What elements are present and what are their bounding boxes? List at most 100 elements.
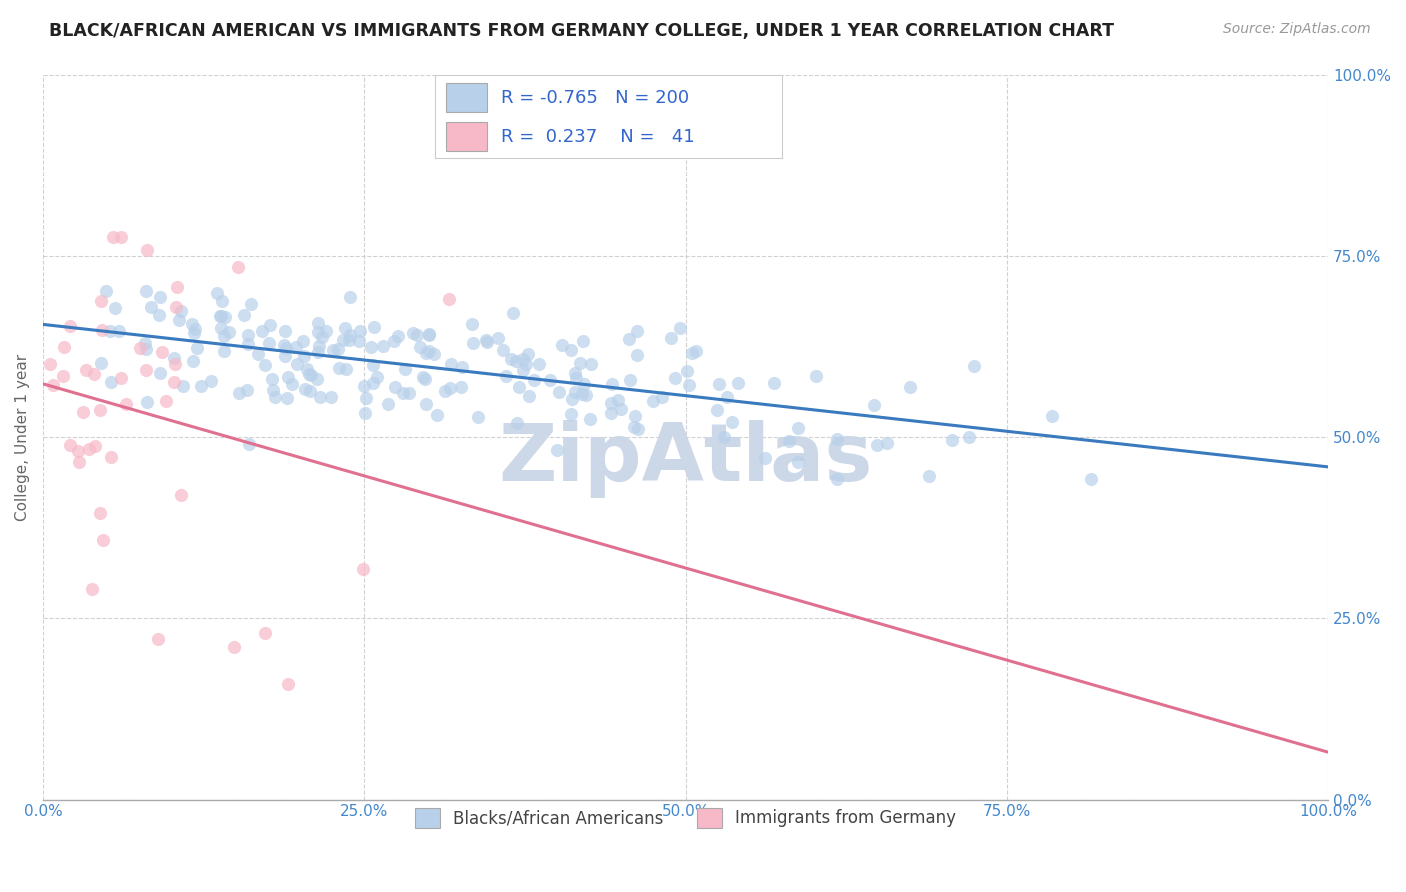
- Point: [52, 340, 75, 354]
- Point: [149, 290, 172, 304]
- Point: [433, 384, 456, 398]
- Point: [236, 336, 259, 351]
- Point: [212, 329, 235, 343]
- Point: [214, 310, 236, 324]
- Legend: Blacks/African Americans, Immigrants from Germany: Blacks/African Americans, Immigrants fro…: [408, 801, 963, 835]
- Point: [274, 324, 297, 338]
- Point: [607, 392, 630, 407]
- Point: [299, 368, 322, 382]
- Point: [461, 317, 484, 331]
- Point: [568, 356, 591, 370]
- Point: [918, 469, 941, 483]
- Point: [564, 385, 586, 400]
- Point: [315, 324, 337, 338]
- Point: [259, 318, 281, 333]
- Point: [402, 326, 425, 340]
- Point: [83, 368, 105, 382]
- Point: [163, 375, 186, 389]
- Point: [240, 297, 263, 311]
- Point: [382, 334, 405, 348]
- Point: [405, 327, 427, 342]
- Point: [253, 359, 276, 373]
- Point: [139, 300, 162, 314]
- Point: [392, 385, 415, 400]
- Point: [90, 293, 112, 308]
- Point: [250, 324, 273, 338]
- Point: [101, 229, 124, 244]
- Point: [626, 324, 648, 338]
- Point: [136, 395, 159, 409]
- Point: [100, 375, 122, 389]
- Point: [418, 327, 440, 342]
- Point: [163, 357, 186, 371]
- Point: [339, 290, 361, 304]
- Point: [502, 306, 524, 320]
- Point: [274, 349, 297, 363]
- Point: [575, 388, 598, 402]
- Point: [512, 363, 534, 377]
- Point: [623, 420, 645, 434]
- Point: [84, 440, 107, 454]
- Point: [720, 415, 742, 429]
- Point: [512, 352, 534, 367]
- Point: [298, 368, 321, 382]
- Point: [492, 343, 515, 357]
- Point: [205, 286, 228, 301]
- Point: [52, 368, 75, 383]
- Point: [669, 321, 692, 335]
- Point: [135, 243, 157, 257]
- Point: [363, 320, 385, 334]
- Point: [333, 320, 356, 334]
- Point: [172, 378, 194, 392]
- Point: [165, 300, 187, 314]
- Point: [337, 333, 360, 347]
- Point: [347, 334, 370, 348]
- Point: [285, 341, 308, 355]
- Point: [181, 317, 204, 331]
- Point: [135, 343, 157, 357]
- Point: [184, 322, 207, 336]
- Point: [200, 375, 222, 389]
- Point: [706, 403, 728, 417]
- Point: [186, 341, 208, 355]
- Point: [226, 260, 249, 274]
- Point: [599, 396, 621, 410]
- Point: [238, 437, 260, 451]
- Text: ZipAtlas: ZipAtlas: [498, 420, 873, 498]
- Point: [129, 342, 152, 356]
- Point: [627, 421, 650, 435]
- Point: [89, 507, 111, 521]
- Point: [675, 363, 697, 377]
- Point: [463, 335, 485, 350]
- Point: [209, 309, 232, 323]
- Point: [100, 450, 122, 465]
- Point: [415, 346, 437, 360]
- Point: [659, 331, 682, 345]
- Point: [787, 421, 810, 435]
- Point: [572, 334, 595, 348]
- Point: [183, 326, 205, 341]
- Point: [328, 343, 350, 357]
- Point: [42, 377, 65, 392]
- Point: [467, 409, 489, 424]
- Point: [94, 285, 117, 299]
- Point: [516, 347, 538, 361]
- Y-axis label: College, Under 1 year: College, Under 1 year: [15, 353, 30, 521]
- Point: [274, 341, 297, 355]
- Point: [276, 392, 298, 406]
- Point: [353, 379, 375, 393]
- Point: [409, 340, 432, 354]
- Point: [548, 384, 571, 399]
- Point: [89, 403, 111, 417]
- Point: [294, 382, 316, 396]
- Point: [148, 308, 170, 322]
- Point: [415, 397, 437, 411]
- Point: [578, 412, 600, 426]
- Point: [610, 402, 633, 417]
- Point: [218, 325, 240, 339]
- Point: [787, 455, 810, 469]
- Point: [361, 358, 384, 372]
- Point: [450, 380, 472, 394]
- Point: [292, 334, 315, 348]
- Point: [170, 488, 193, 502]
